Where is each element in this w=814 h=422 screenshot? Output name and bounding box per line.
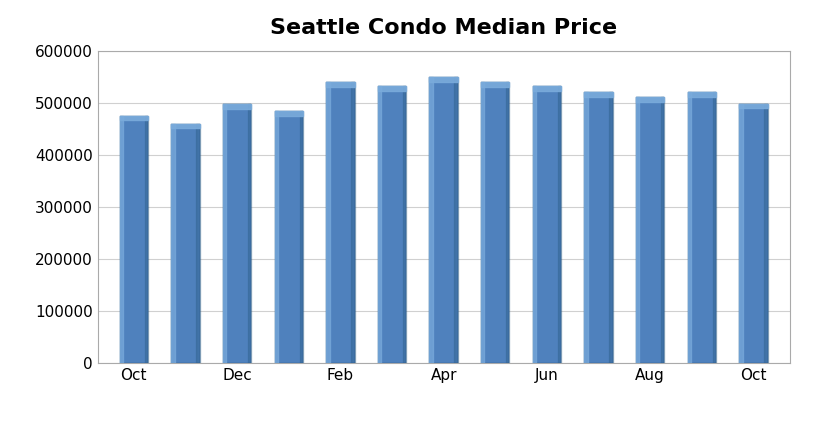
Bar [688, 92, 716, 97]
Bar [378, 86, 406, 91]
Bar [584, 92, 588, 363]
Bar [120, 116, 148, 120]
Bar [430, 77, 433, 363]
Bar [430, 77, 457, 363]
Bar [532, 86, 536, 363]
Bar [454, 77, 457, 363]
Bar [171, 124, 175, 363]
Bar [145, 116, 148, 363]
Bar [274, 111, 303, 116]
Bar [610, 92, 613, 363]
Bar [326, 82, 355, 87]
Bar [171, 124, 199, 128]
Bar [636, 97, 639, 363]
Bar [196, 124, 199, 363]
Bar [378, 86, 406, 363]
Bar [223, 104, 226, 363]
Bar [532, 86, 561, 91]
Bar [326, 82, 355, 363]
Bar [274, 111, 303, 363]
Bar [506, 82, 510, 363]
Bar [584, 92, 613, 363]
Bar [688, 92, 691, 363]
Bar [688, 92, 716, 363]
Bar [532, 86, 561, 363]
Bar [171, 124, 199, 363]
Bar [739, 104, 768, 108]
Bar [481, 82, 510, 363]
Bar [636, 97, 664, 363]
Title: Seattle Condo Median Price: Seattle Condo Median Price [270, 18, 617, 38]
Bar [661, 97, 664, 363]
Bar [558, 86, 561, 363]
Bar [120, 116, 148, 363]
Bar [300, 111, 303, 363]
Bar [403, 86, 406, 363]
Bar [248, 104, 252, 363]
Bar [739, 104, 742, 363]
Bar [351, 82, 355, 363]
Bar [584, 92, 613, 97]
Bar [223, 104, 252, 363]
Bar [274, 111, 278, 363]
Bar [712, 92, 716, 363]
Bar [481, 82, 510, 87]
Bar [326, 82, 330, 363]
Bar [378, 86, 381, 363]
Bar [636, 97, 664, 102]
Bar [120, 116, 123, 363]
Bar [430, 77, 457, 82]
Bar [739, 104, 768, 363]
Bar [481, 82, 484, 363]
Bar [223, 104, 252, 109]
Bar [764, 104, 768, 363]
